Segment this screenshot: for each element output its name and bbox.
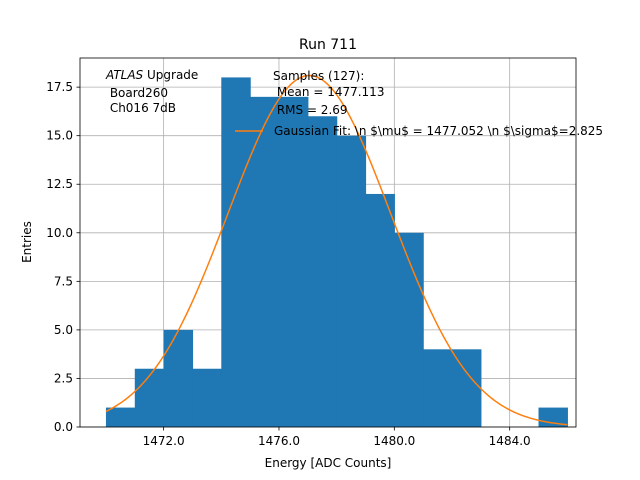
histogram-bar bbox=[365, 193, 395, 427]
gaussian-fit-curve bbox=[105, 74, 568, 426]
histogram-bar bbox=[250, 96, 280, 427]
histogram-bar bbox=[278, 96, 309, 427]
atlas-label: ATLAS Upgrade bbox=[105, 68, 198, 82]
histogram-bar bbox=[452, 349, 482, 427]
atlas-word: ATLAS bbox=[105, 68, 144, 82]
x-tick-label: 1472.0 bbox=[143, 434, 185, 448]
histogram-bar bbox=[394, 232, 424, 427]
histogram-bar bbox=[105, 407, 136, 427]
y-axis-label: Entries bbox=[20, 221, 34, 263]
y-tick-label: 7.5 bbox=[54, 274, 73, 288]
atlas-annotation: ATLAS Upgrade Board260 Ch016 7dB bbox=[105, 68, 198, 115]
histogram-bar bbox=[192, 368, 222, 427]
board-label: Board260 bbox=[106, 86, 168, 100]
y-tick-label: 15.0 bbox=[46, 129, 73, 143]
y-axis-ticks: 0.0 2.5 5.0 7.5 10.0 12.5 15.0 17.5 bbox=[46, 80, 80, 434]
legend-fit-label: Gaussian Fit: \n $\mu$ = 1477.052 \n $\s… bbox=[274, 124, 603, 138]
x-tick-label: 1480.0 bbox=[373, 434, 415, 448]
legend-samples-title: Samples (127): bbox=[273, 69, 364, 83]
x-tick-label: 1484.0 bbox=[489, 434, 531, 448]
histogram-bar bbox=[163, 329, 194, 427]
legend: Samples (127): Mean = 1477.113 RMS = 2.6… bbox=[235, 69, 603, 138]
x-axis-ticks: 1472.0 1476.0 1480.0 1484.0 bbox=[143, 427, 531, 448]
y-tick-label: 12.5 bbox=[46, 177, 73, 191]
channel-label: Ch016 7dB bbox=[106, 101, 176, 115]
x-axis-label: Energy [ADC Counts] bbox=[265, 456, 392, 470]
upgrade-word: Upgrade bbox=[143, 68, 198, 82]
histogram-bar bbox=[134, 368, 165, 427]
histogram-bar bbox=[336, 135, 367, 427]
histogram-bar bbox=[307, 116, 338, 428]
y-tick-label: 2.5 bbox=[54, 371, 73, 385]
legend-mean: Mean = 1477.113 bbox=[273, 85, 384, 99]
histogram-bar bbox=[423, 349, 453, 427]
histogram-bars bbox=[105, 77, 568, 428]
y-tick-label: 17.5 bbox=[46, 80, 73, 94]
y-tick-label: 0.0 bbox=[54, 420, 73, 434]
legend-rms: RMS = 2.69 bbox=[273, 103, 348, 117]
chart-title: Run 711 bbox=[299, 37, 357, 53]
histogram-bar bbox=[221, 77, 251, 427]
y-tick-label: 10.0 bbox=[46, 226, 73, 240]
y-tick-label: 5.0 bbox=[54, 323, 73, 337]
x-tick-label: 1476.0 bbox=[258, 434, 300, 448]
plot-frame bbox=[79, 57, 577, 428]
